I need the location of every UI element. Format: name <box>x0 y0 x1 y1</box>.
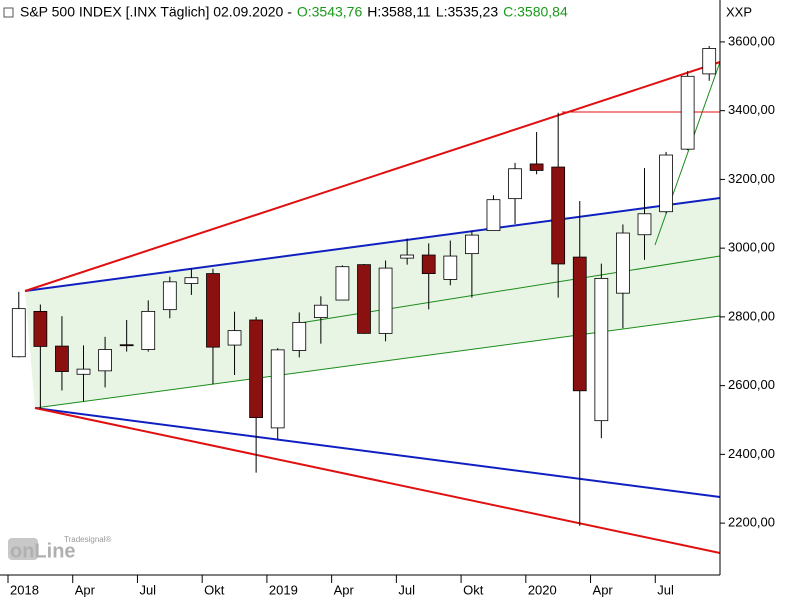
x-tick-label: 2020 <box>528 582 557 597</box>
candle-body <box>162 281 177 311</box>
chart-title: S&P 500 INDEX [.INX Täglich] 02.09.2020 … <box>20 4 292 20</box>
candle-body <box>335 266 350 301</box>
logo-sub: Tradesignal® <box>64 535 112 544</box>
x-tick-label: 2019 <box>269 582 298 597</box>
candle-body <box>119 344 134 347</box>
logo-text: onLine <box>10 540 76 562</box>
x-tick-label: 2018 <box>10 582 39 597</box>
candle-body <box>357 264 371 334</box>
candle-body <box>292 321 307 351</box>
candle-body <box>55 345 69 372</box>
axis-label: XXP <box>726 4 752 19</box>
x-tick-label: Jul <box>139 582 156 597</box>
candle-body <box>421 254 436 274</box>
y-tick-label: 2600,00 <box>728 377 775 392</box>
candle-body <box>486 199 501 232</box>
candle-body <box>98 349 112 372</box>
icon <box>3 7 14 18</box>
candle-body <box>400 254 415 259</box>
candle-body <box>76 368 91 375</box>
candle-body <box>572 256 587 392</box>
candle-body <box>508 168 522 200</box>
y-tick-label: 3000,00 <box>728 240 775 255</box>
y-tick-label: 3400,00 <box>728 102 775 117</box>
x-tick-label: Okt <box>204 582 225 597</box>
candle-body <box>594 277 609 422</box>
x-tick-label: Apr <box>75 582 96 597</box>
y-tick-label: 3600,00 <box>728 33 775 48</box>
y-tick-label: 2800,00 <box>728 308 775 323</box>
candle-body <box>378 267 393 334</box>
x-tick-label: Apr <box>593 582 614 597</box>
candle-body <box>184 277 199 284</box>
candle-body <box>313 304 328 318</box>
y-tick-label: 2200,00 <box>728 515 775 530</box>
candle-body <box>227 330 242 346</box>
x-tick-label: Apr <box>334 582 355 597</box>
candle-body <box>465 234 479 255</box>
candle-body <box>616 232 630 294</box>
trend-line <box>654 61 721 246</box>
trend-line <box>24 197 721 292</box>
candle-body <box>680 75 695 150</box>
candles <box>11 46 717 526</box>
candle-body <box>702 48 717 75</box>
trend-line <box>34 407 721 554</box>
quote-high: H:3588,11 <box>367 4 431 20</box>
candle-body <box>206 273 220 348</box>
x-tick-label: Jul <box>657 582 674 597</box>
candle-body <box>249 319 263 418</box>
channel-fill <box>25 198 720 408</box>
candle-body <box>659 154 673 213</box>
y-tick-label: 2400,00 <box>728 446 775 461</box>
candle-body <box>270 349 285 429</box>
candle-body <box>11 308 26 358</box>
quote-close: C:3580,84 <box>503 4 568 20</box>
x-tick-label: Okt <box>463 582 484 597</box>
logo-box <box>8 538 38 560</box>
trend-line <box>34 407 721 498</box>
x-tick-label: Jul <box>398 582 415 597</box>
candle-body <box>551 166 566 265</box>
quote-low: L:3535,23 <box>436 4 498 20</box>
candle-body <box>529 163 544 171</box>
candle-body <box>443 255 458 280</box>
candle-body <box>141 310 156 350</box>
y-tick-label: 3200,00 <box>728 171 775 186</box>
quote-open: O:3543,76 <box>297 4 363 20</box>
candle-body <box>33 310 48 347</box>
candle-body <box>637 213 652 236</box>
trend-line <box>24 61 721 292</box>
